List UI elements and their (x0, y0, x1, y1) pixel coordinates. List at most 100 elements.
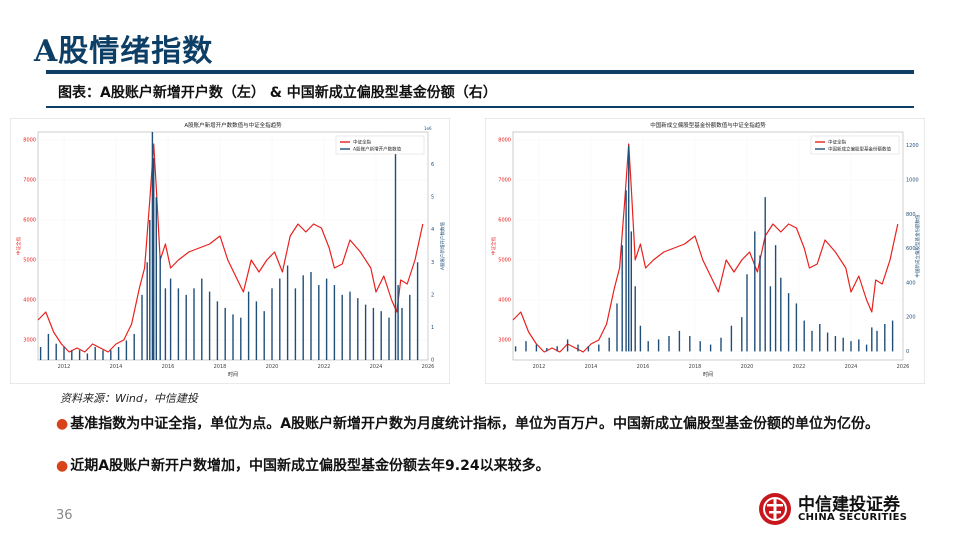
y-left-axis-label: 中证全指 (490, 237, 497, 255)
bar-mark (577, 344, 579, 352)
bar-mark (357, 298, 359, 360)
bar-mark (865, 344, 868, 352)
bar-mark (647, 341, 649, 352)
bar-mark (891, 320, 894, 352)
x-tick-label: 2016 (637, 364, 650, 370)
chart-accounts-svg: 2012 2014 2016 2018 2020 2022 2024 202630004000… (9, 117, 451, 385)
logo-text-cn: 中信建投证券 (798, 495, 900, 515)
bar-mark (780, 277, 782, 352)
bar-mark (746, 274, 748, 352)
bar-mark (556, 346, 558, 352)
y-right-axis-label: 中国新成立偏股型基金份额数值 (914, 214, 921, 277)
bar-mark (349, 291, 351, 360)
bar-mark (71, 350, 73, 360)
x-tick-label: 2012 (58, 364, 71, 370)
bar-mark (689, 336, 691, 352)
x-axis-label: 时间 (703, 371, 713, 378)
bar-mark (394, 138, 397, 360)
bar-mark (117, 346, 120, 360)
bar-mark (769, 286, 772, 352)
x-axis-label: 时间 (228, 371, 238, 378)
y-left-tick-label: 5000 (23, 258, 36, 264)
bar-mark (110, 350, 112, 360)
y-right-tick-label: 2 (431, 292, 434, 298)
bar-mark (842, 337, 844, 352)
logo-emblem-icon (759, 493, 791, 525)
bar-mark (155, 197, 157, 360)
y-right-tick-label: 5 (431, 195, 434, 201)
y-right-unit-label: 1e6 (424, 126, 432, 131)
bar-mark (625, 190, 627, 352)
x-tick-label: 2022 (318, 364, 331, 370)
bar-mark (803, 320, 805, 352)
logo-text-en: CHINA SECURITIES (798, 512, 908, 523)
bar-mark (634, 286, 636, 352)
bar-mark (55, 343, 57, 360)
y-right-tick-label: 600 (906, 246, 916, 252)
chart-funds-svg: 2012 2014 2016 2018 2020 2022 2024 202630004000… (484, 117, 926, 385)
bar-mark (232, 314, 234, 360)
bar-mark (795, 303, 798, 352)
chart-title: 中国新成立偏股型基金份额数值与中证全指趋势 (650, 121, 766, 129)
bar-mark (871, 327, 873, 352)
bar-mark (525, 341, 527, 352)
bar-mark (208, 291, 211, 360)
x-tick-label: 2026 (897, 364, 910, 370)
bar-mark (333, 285, 336, 360)
y-left-tick-label: 3000 (23, 338, 36, 344)
chart-title: A股账户新增开户数数值与中证全指趋势 (184, 121, 282, 129)
y-right-tick-label: 400 (906, 280, 916, 286)
bar-mark (153, 158, 155, 360)
title-rule (46, 70, 914, 74)
bar-mark (380, 311, 382, 360)
bar-mark (286, 265, 289, 360)
bar-mark (657, 339, 660, 352)
bar-mark (364, 304, 367, 360)
legend-label: A股账户新增开户数数值 (353, 146, 402, 153)
chart-accounts: 2012 2014 2016 2018 2020 2022 2024 2026 3000 4000… (9, 117, 451, 385)
x-tick-label: 2014 (585, 364, 598, 370)
x-tick-label: 2016 (162, 364, 175, 370)
bar-mark (133, 333, 135, 360)
bar-mark (302, 275, 304, 360)
y-right-axis-label: A股账户新增开户数数值 (439, 221, 446, 270)
bar-mark (146, 262, 148, 360)
bar-mark (598, 344, 600, 352)
y-right-tick-label: 1000 (906, 178, 919, 184)
bar-mark (566, 339, 569, 352)
y-right-tick-label: 0 (906, 349, 909, 355)
x-tick-label: 2024 (370, 364, 383, 370)
y-right-tick-label: 4 (431, 227, 434, 233)
x-tick-label: 2020 (266, 364, 279, 370)
bar-mark (39, 346, 42, 360)
plot-area (512, 131, 904, 361)
bar-mark (341, 294, 343, 360)
y-right-tick-label: 1 (431, 325, 434, 331)
y-right-tick-label: 800 (906, 212, 916, 218)
x-tick-label: 2020 (741, 364, 754, 370)
bar-mark (63, 346, 65, 360)
bar-mark (263, 311, 265, 360)
bar-mark (164, 288, 167, 360)
y-left-tick-label: 7000 (23, 178, 36, 184)
bar-mark (372, 307, 375, 360)
bar-mark (826, 332, 829, 352)
bar-mark (325, 278, 328, 360)
bar-mark (787, 293, 790, 352)
y-right-tick-label: 6 (431, 162, 434, 168)
bar-mark (535, 344, 538, 352)
bar-mark (185, 294, 187, 360)
bar-mark (639, 325, 642, 352)
bar-mark (409, 294, 411, 360)
line-series (512, 143, 899, 353)
bar-mark (628, 145, 630, 352)
x-tick-label: 2012 (533, 364, 546, 370)
bar-mark (169, 278, 172, 360)
legend-box (810, 135, 900, 155)
bar-mark (546, 348, 548, 352)
bullet-dot-icon: ● (56, 416, 69, 432)
bar-mark (151, 132, 154, 360)
y-left-axis-label: 中证全指 (15, 237, 22, 255)
bar-mark (819, 324, 821, 352)
bar-mark (621, 245, 623, 352)
